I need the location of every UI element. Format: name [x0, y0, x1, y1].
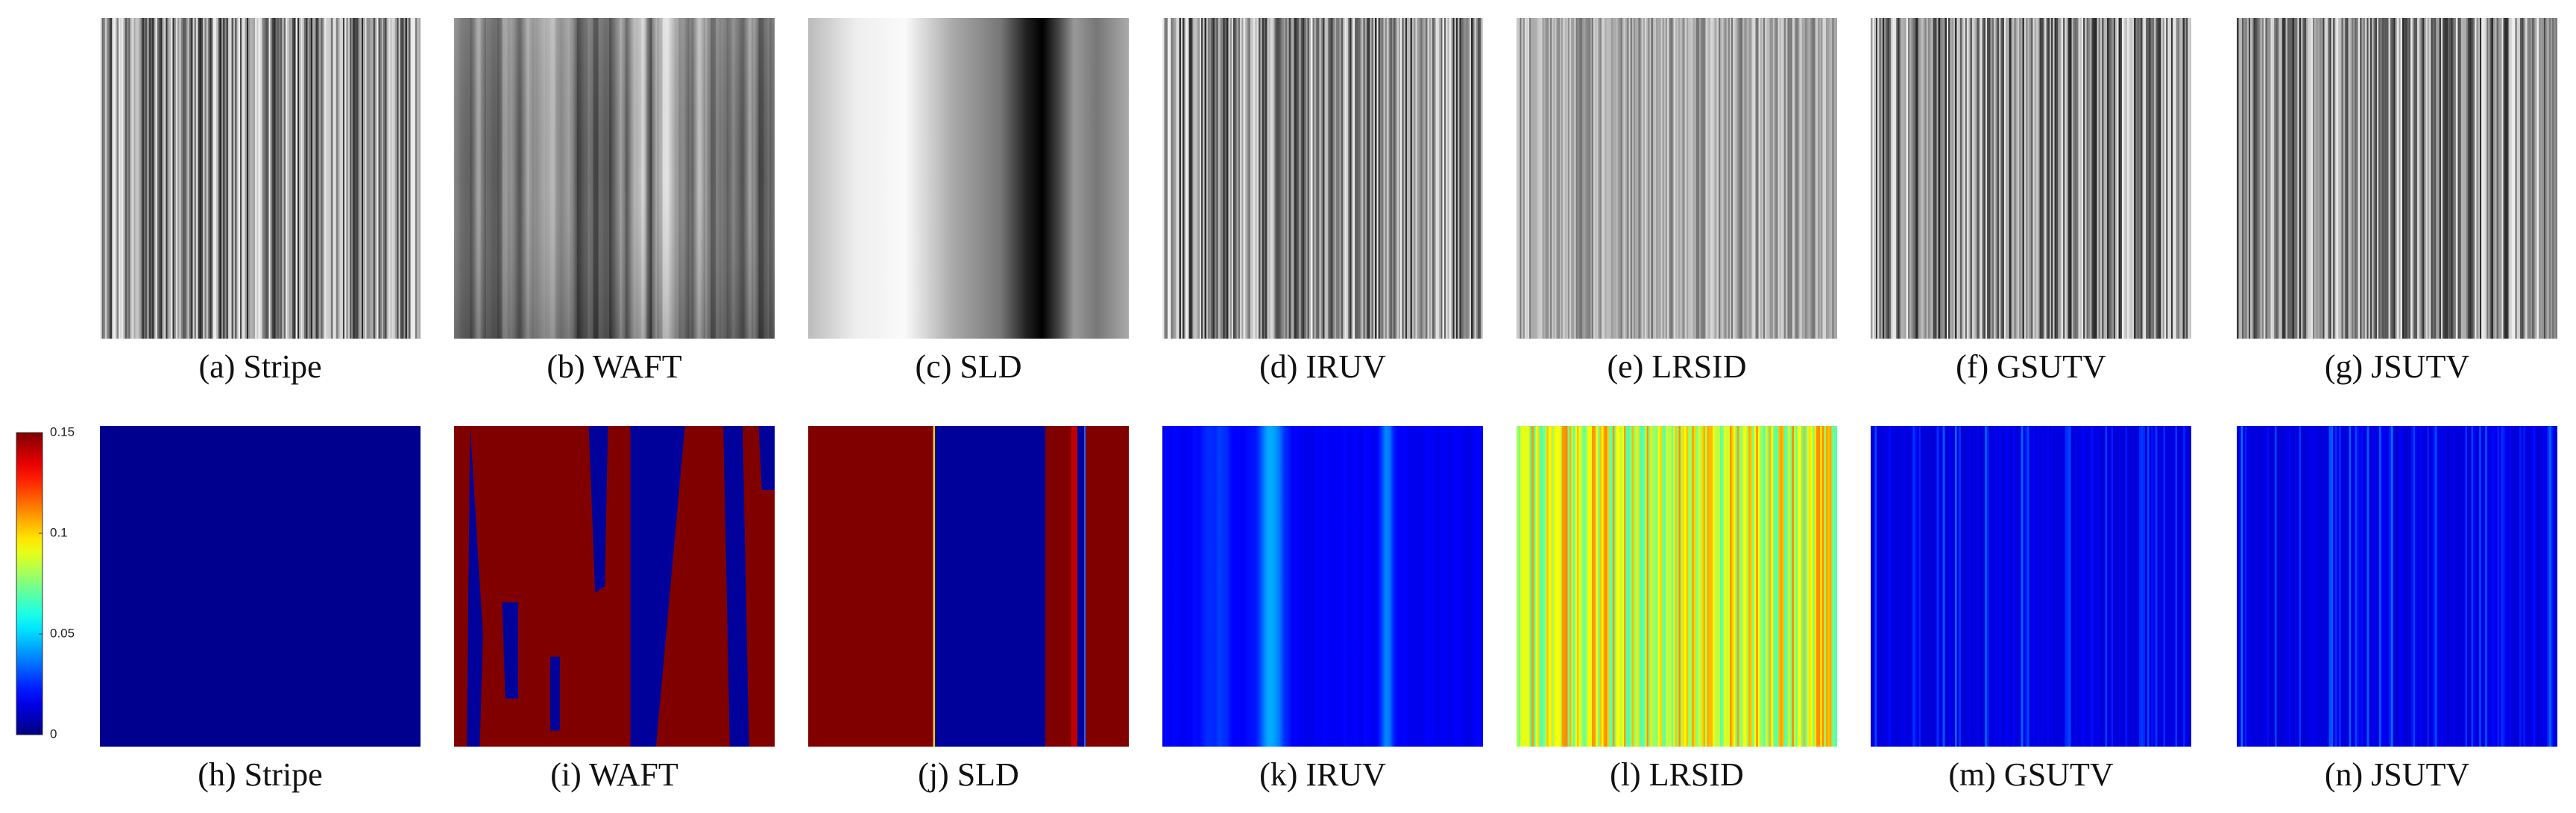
image-region [758, 426, 775, 490]
image-streaks [454, 18, 775, 339]
image-region [723, 426, 749, 747]
image [1517, 426, 1837, 747]
colorbar-tick-label: 0 [50, 726, 57, 741]
caption: (k) IRUV [1259, 756, 1386, 793]
image-region [588, 426, 608, 593]
caption: (e) LRSID [1607, 348, 1747, 385]
image [2237, 18, 2557, 339]
image [100, 18, 421, 339]
colorbar [16, 432, 43, 735]
image [1871, 426, 2191, 747]
image-region [502, 602, 518, 699]
image [2237, 426, 2557, 747]
caption: (c) SLD [916, 348, 1022, 385]
colorbar-tick-label: 0.05 [50, 626, 75, 640]
colorbar-tick-label: 0.15 [50, 424, 75, 439]
caption: (n) JSUTV [2325, 756, 2470, 793]
image [1871, 18, 2191, 339]
caption: (a) Stripe [199, 348, 322, 385]
caption: (m) GSUTV [1948, 756, 2113, 793]
image-region [467, 426, 483, 747]
image [1162, 18, 1483, 339]
image-region [550, 656, 560, 731]
caption: (l) LRSID [1610, 756, 1744, 793]
image [1162, 426, 1483, 747]
image [100, 426, 421, 747]
caption: (g) JSUTV [2325, 348, 2470, 385]
caption: (i) WAFT [550, 756, 678, 793]
image [1517, 18, 1837, 339]
caption: (d) IRUV [1259, 348, 1386, 385]
image-region [630, 426, 685, 747]
image [808, 18, 1129, 339]
caption: (f) GSUTV [1956, 348, 2106, 385]
caption: (b) WAFT [547, 348, 681, 385]
colorbar-tick-label: 0.1 [50, 525, 68, 539]
image [808, 426, 1129, 747]
caption: (j) SLD [918, 756, 1019, 793]
caption: (h) Stripe [198, 756, 322, 793]
